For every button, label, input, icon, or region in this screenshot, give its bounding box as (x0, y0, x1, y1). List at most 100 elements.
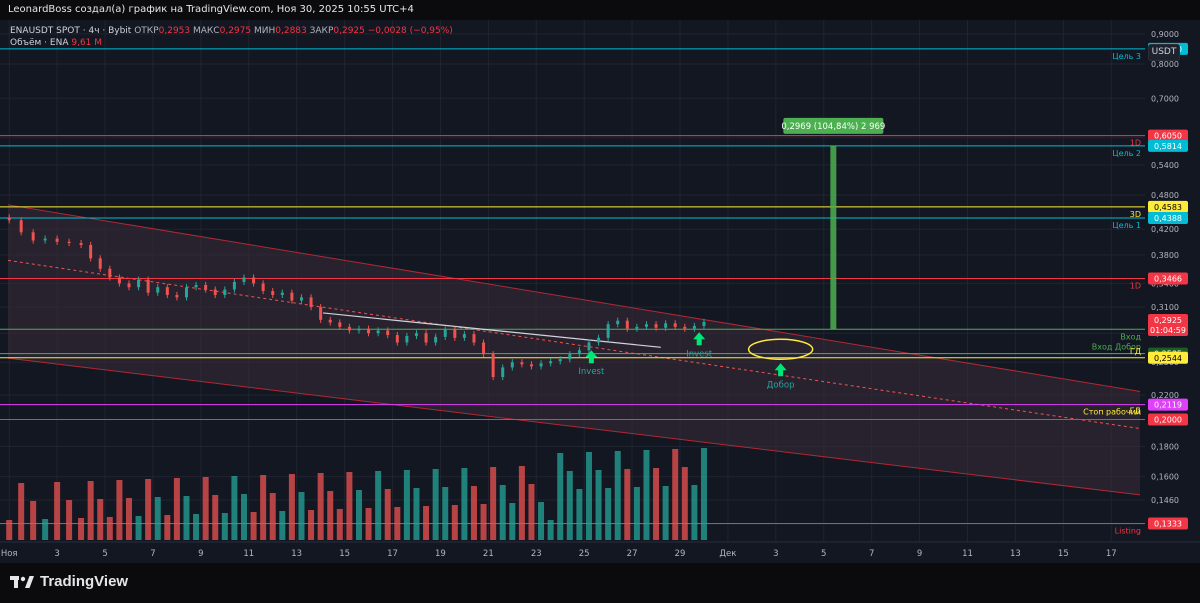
time-axis-tick: 9 (917, 549, 922, 559)
time-axis-tick: 27 (627, 549, 638, 559)
volume-bar (78, 518, 85, 540)
time-axis-tick: 11 (243, 549, 254, 559)
candle-body (395, 335, 399, 343)
candle-body (482, 342, 486, 355)
candle-body (683, 326, 687, 329)
candle-body (597, 337, 601, 343)
channel-mid-line (7, 259, 1141, 430)
time-axis-tick: 29 (675, 549, 686, 559)
annotation-label: Добор (767, 380, 795, 390)
price-axis-tick: 0,1800 (1151, 442, 1179, 451)
volume-bar (30, 501, 37, 540)
price-axis-tick: 0,1460 (1151, 496, 1179, 505)
candle-body (434, 336, 438, 343)
volume-bar (633, 487, 640, 540)
change-value: −0,0028 (−0,95%) (367, 26, 453, 36)
channel-upper-line (7, 204, 1141, 392)
candle-body (654, 324, 658, 328)
price-tag-label: 0,2544 (1154, 354, 1182, 363)
candle-body (414, 333, 418, 336)
arrow-up-icon (774, 363, 787, 377)
time-axis-tick: 23 (531, 549, 542, 559)
time-axis-tick: 21 (483, 549, 494, 559)
volume-bar (518, 466, 525, 540)
arrow-up-icon (585, 350, 598, 364)
candle-body (232, 281, 236, 290)
time-axis-tick: 9 (198, 549, 203, 559)
price-tag-label: 0,6050 (1154, 132, 1182, 141)
candle-body (577, 350, 581, 355)
volume-bar (624, 469, 631, 540)
time-axis-tick: 5 (821, 549, 826, 559)
volume-bar (403, 470, 410, 540)
volume-bar (413, 488, 420, 540)
time-axis-tick: 19 (435, 549, 446, 559)
price-tag (1148, 212, 1188, 225)
currency-button[interactable]: USDT (1148, 44, 1180, 61)
volume-bar (260, 475, 267, 540)
chart-caption: LeonardBoss создал(а) график на TradingV… (8, 4, 414, 15)
price-tag-label: 0,2119 (1154, 401, 1182, 410)
volume-bar (87, 481, 94, 540)
level-label: Цель 3 (1112, 52, 1141, 61)
candle-body (462, 334, 466, 338)
price-axis-tick: 0,1600 (1151, 473, 1179, 482)
candle-body (19, 220, 23, 233)
candle-body (108, 268, 112, 278)
open-value: 0,2953 (158, 26, 191, 36)
candle-body (204, 284, 208, 290)
brand-name: TradingView (40, 573, 129, 590)
annotation-label: ГД (1130, 407, 1141, 416)
price-tag-label: 0,4583 (1154, 203, 1182, 212)
volume-bar (116, 480, 123, 540)
candle-body (223, 289, 227, 295)
tradingview-logo[interactable]: TradingView (10, 573, 128, 590)
volume-bar (662, 486, 669, 540)
candle-body (7, 217, 11, 221)
candle-body (568, 354, 572, 360)
volume-bar (700, 448, 707, 540)
candle-body (347, 326, 351, 331)
target-label: 0,2969 (104,84%) 2 969 (781, 122, 885, 132)
chart-area[interactable]: Цель 3 1D Цель 2 3D Цель 1 1D Вход Вход Добор ГД… (0, 20, 1200, 563)
volume-bar (384, 489, 391, 540)
price-axis-tick: 0,5400 (1151, 161, 1179, 170)
ohlc-legend: ENAUSDT SPOT · 4ч · Bybit ОТКР0,2953 МАК… (10, 26, 453, 36)
level-label: Цель 2 (1112, 149, 1141, 158)
candle-body (405, 335, 409, 343)
candle-body (261, 283, 265, 292)
candle-body (529, 364, 533, 367)
candle-body (146, 279, 150, 293)
volume-bar (528, 484, 535, 540)
candle-body (702, 321, 706, 326)
time-axis-tick: Дек (719, 549, 736, 559)
volume-bar (653, 468, 660, 540)
candle-body (290, 292, 294, 301)
footer: TradingView (0, 563, 1200, 603)
price-tag (1148, 398, 1188, 411)
candle-body (376, 330, 380, 334)
time-axis-tick: Ноя (1, 549, 18, 559)
volume-bar (365, 508, 372, 540)
candle-body (271, 291, 275, 295)
candle-body (165, 287, 169, 295)
current-price-tag (1148, 313, 1188, 336)
volume-bar (605, 488, 612, 540)
time-axis-tick: 15 (339, 549, 350, 559)
level-label: ГД (1130, 347, 1141, 356)
candle-body (491, 354, 495, 378)
candle-body (692, 325, 696, 329)
price-axis (1145, 20, 1200, 563)
candle-body (242, 277, 246, 282)
price-tag-label: 0,2000 (1154, 415, 1182, 424)
volume-bar (461, 468, 468, 540)
candle-body (367, 328, 371, 334)
candle-body (558, 359, 562, 362)
candle-body (89, 244, 93, 259)
time-axis-tick: 25 (579, 549, 590, 559)
volume-bar (288, 474, 295, 540)
volume-bar (250, 512, 257, 540)
volume-bar (6, 520, 13, 540)
candle-body (213, 289, 217, 295)
